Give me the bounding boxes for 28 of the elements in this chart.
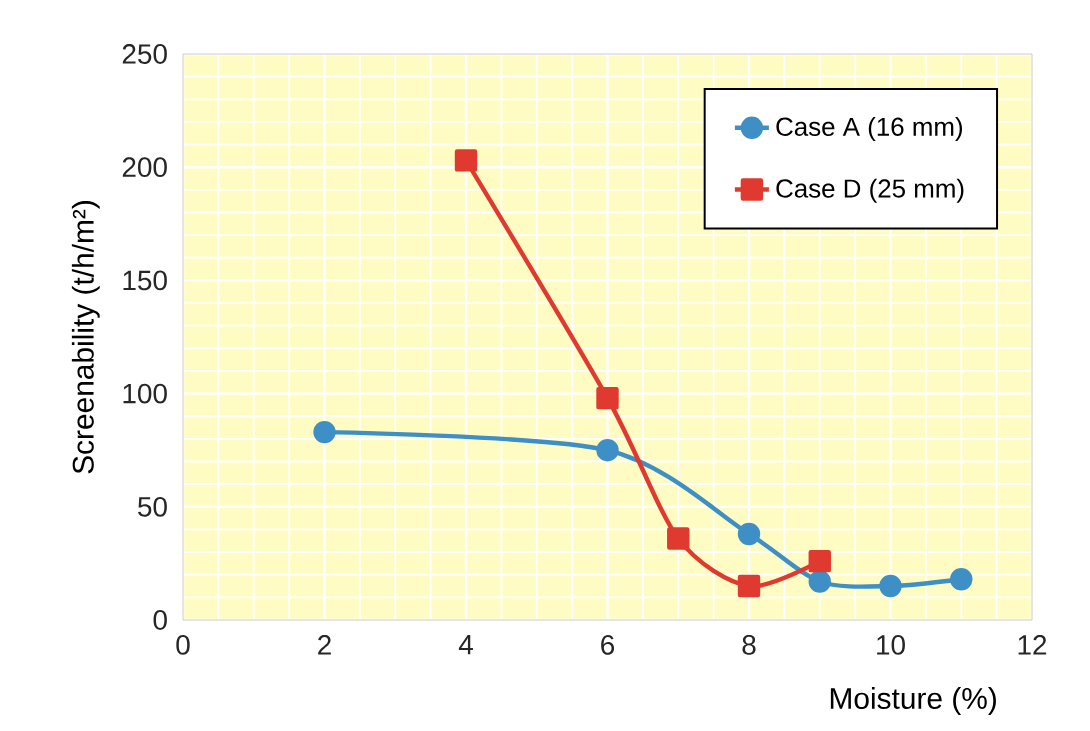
x-tick-label: 12 bbox=[1018, 635, 1047, 655]
y-tick-label: 50 bbox=[138, 496, 167, 517]
y-tick-label: 250 bbox=[122, 44, 167, 64]
point bbox=[454, 149, 478, 172]
y-tick-label: 0 bbox=[153, 610, 167, 630]
y-tick-label: 150 bbox=[123, 270, 167, 291]
x-tick-label: 0 bbox=[176, 635, 190, 655]
legend-label: Case D (25 mm) bbox=[776, 178, 964, 203]
point bbox=[879, 574, 902, 598]
x-axis-title: Moisture (%) bbox=[830, 687, 996, 715]
legend-label: Case A (16 mm) bbox=[776, 116, 963, 142]
y-tick-label: 200 bbox=[122, 157, 167, 178]
point bbox=[808, 570, 831, 593]
point bbox=[737, 522, 761, 546]
x-tick-label: 6 bbox=[601, 635, 615, 655]
y-axis-title: Screenability (t/h/m²) bbox=[71, 201, 100, 474]
point bbox=[737, 574, 761, 598]
x-tick-label: 4 bbox=[458, 635, 473, 655]
point bbox=[950, 568, 973, 591]
y-tick-label: 100 bbox=[123, 383, 167, 404]
point bbox=[596, 386, 619, 410]
x-tick-label: 10 bbox=[877, 635, 905, 655]
point bbox=[596, 439, 619, 462]
point bbox=[808, 549, 831, 573]
point bbox=[313, 420, 336, 444]
point bbox=[667, 527, 690, 550]
x-tick-label: 2 bbox=[318, 635, 331, 655]
x-tick-label: 8 bbox=[742, 635, 756, 655]
